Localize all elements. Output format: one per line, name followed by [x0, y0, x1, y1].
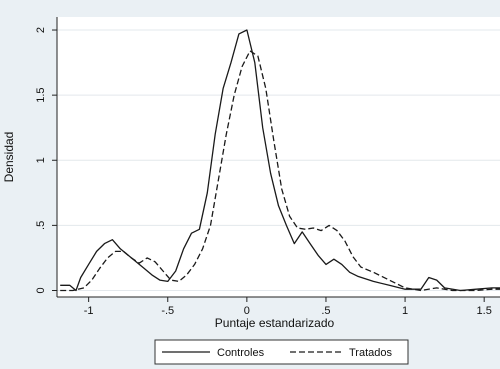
y-axis-title: Densidad	[2, 132, 16, 183]
legend-label-tratados: Tratados	[349, 347, 393, 359]
x-tick-label: -.5	[161, 305, 174, 317]
axis-ticks: 0 .5 1 1.5 2 -1 -.5 0 .5 1 1.5	[35, 27, 492, 317]
x-axis-title: Puntaje estandarizado	[215, 316, 335, 330]
series-line-tratados	[60, 50, 500, 292]
x-tick-label: -1	[84, 305, 94, 317]
y-tick-label: 1.5	[35, 87, 47, 102]
y-tick-label: 2	[35, 27, 47, 33]
series-line-controles	[60, 29, 500, 292]
legend: Controles Tratados	[154, 339, 409, 365]
legend-label-controles: Controles	[217, 347, 265, 359]
y-tick-label: 0	[35, 287, 47, 293]
x-tick-label: .5	[321, 305, 330, 317]
grid-lines	[57, 29, 500, 291]
x-tick-label: 0	[244, 305, 250, 317]
plot-area	[57, 17, 500, 297]
x-tick-label: 1	[402, 305, 408, 317]
series-layer	[60, 29, 500, 292]
y-tick-label: 1	[35, 157, 47, 163]
x-tick-label: 1.5	[477, 305, 492, 317]
y-tick-label: .5	[35, 221, 47, 230]
